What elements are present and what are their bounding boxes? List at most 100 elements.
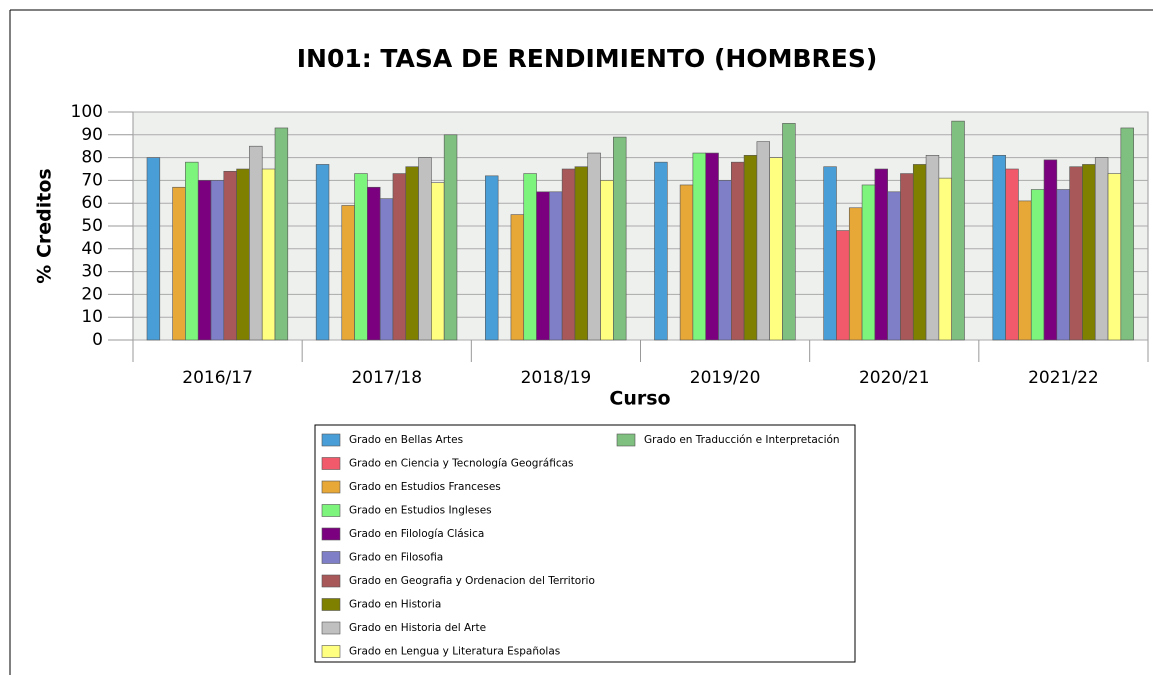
bar: [172, 186, 186, 341]
bar: [887, 191, 901, 341]
legend: [314, 424, 856, 663]
bar: [730, 161, 745, 341]
bar: [992, 155, 1006, 341]
bar: [1082, 164, 1096, 341]
bar: [1094, 157, 1109, 341]
bar: [523, 173, 537, 341]
bar: [654, 161, 668, 341]
bar: [900, 173, 914, 341]
bar: [756, 141, 771, 341]
bar: [210, 180, 225, 341]
legend-label: Grado en Lengua y Literatura Españolas: [349, 646, 560, 658]
y-axis-label: % Creditos: [34, 168, 56, 283]
legend-label: Grado en Geografia y Ordenacion del Terr…: [349, 575, 595, 587]
bar: [1107, 173, 1122, 341]
bar: [782, 123, 796, 341]
bar: [574, 166, 589, 341]
legend-swatch: [321, 621, 341, 635]
legend-label: Grado en Ciencia y Tecnología Geográfica…: [349, 458, 574, 470]
y-tick-label: 60: [81, 193, 103, 213]
bar: [379, 198, 394, 341]
bar: [718, 180, 732, 341]
bar: [274, 127, 289, 341]
legend-label: Grado en Estudios Franceses: [349, 481, 501, 493]
bar: [315, 164, 330, 341]
bar: [692, 152, 707, 341]
y-tick-label: 50: [81, 216, 103, 236]
legend-label: Grado en Filología Clásica: [349, 528, 484, 540]
y-tick-label: 20: [81, 284, 103, 304]
legend-swatch: [321, 598, 341, 611]
bar: [925, 155, 940, 341]
bar: [587, 152, 601, 341]
x-tick-label: 2020/21: [859, 368, 930, 388]
chart-title: IN01: TASA DE RENDIMIENTO (HOMBRES): [297, 44, 878, 73]
bar: [197, 180, 212, 341]
legend-label: Grado en Traducción e Interpretación: [644, 434, 840, 446]
bar: [443, 134, 458, 341]
bar: [405, 166, 419, 341]
bar: [848, 207, 863, 341]
legend-swatch: [321, 527, 341, 541]
legend-swatch: [321, 551, 341, 564]
bar: [418, 157, 432, 341]
bar: [1069, 166, 1083, 341]
bar: [236, 168, 250, 341]
bar: [549, 191, 563, 341]
bar: [354, 173, 368, 341]
bar: [912, 164, 927, 341]
y-tick-label: 70: [81, 170, 103, 190]
legend-swatch: [321, 645, 341, 658]
bar: [367, 186, 381, 341]
bar: [341, 205, 355, 341]
legend-swatch: [321, 504, 341, 517]
y-tick-label: 40: [81, 239, 103, 259]
bar: [743, 155, 758, 341]
bar: [861, 184, 876, 341]
legend-label: Grado en Bellas Artes: [349, 434, 463, 446]
legend-label: Grado en Historia: [349, 599, 441, 611]
bar: [392, 173, 407, 341]
x-axis-label: Curso: [609, 388, 670, 410]
legend-label: Grado en Historia del Arte: [349, 622, 486, 634]
bar: [510, 214, 525, 341]
bar: [874, 168, 888, 341]
bar: [679, 184, 694, 341]
bar: [836, 230, 850, 341]
bar: [431, 182, 445, 341]
bar: [223, 170, 237, 341]
legend-swatch: [321, 480, 341, 494]
bar: [600, 180, 614, 341]
bar: [1120, 127, 1134, 341]
y-tick-label: 10: [81, 307, 103, 327]
bar: [1043, 159, 1058, 341]
bar: [185, 161, 199, 341]
bar: [938, 177, 952, 341]
legend-swatch: [321, 457, 341, 470]
bar: [1005, 168, 1019, 341]
bar: [823, 166, 837, 341]
y-tick-label: 30: [81, 262, 103, 282]
x-tick-label: 2021/22: [1028, 368, 1099, 388]
legend-label: Grado en Filosofia: [349, 552, 443, 564]
bar: [1030, 189, 1045, 341]
legend-swatch: [616, 433, 636, 447]
bar: [1018, 200, 1032, 341]
bar: [536, 191, 550, 341]
bar: [249, 145, 263, 341]
bar: [261, 168, 276, 341]
bar: [951, 120, 965, 341]
bar: [705, 152, 719, 341]
y-tick-label: 0: [92, 330, 103, 350]
legend-label: Grado en Estudios Ingleses: [349, 505, 492, 517]
x-tick-label: 2018/19: [521, 368, 592, 388]
legend-swatch: [321, 433, 341, 447]
y-tick-label: 100: [71, 102, 103, 122]
bar: [146, 157, 161, 341]
y-tick-label: 90: [81, 125, 103, 145]
bar: [769, 157, 783, 341]
bar: [485, 175, 499, 341]
x-tick-label: 2017/18: [351, 368, 422, 388]
bar: [1056, 189, 1070, 341]
